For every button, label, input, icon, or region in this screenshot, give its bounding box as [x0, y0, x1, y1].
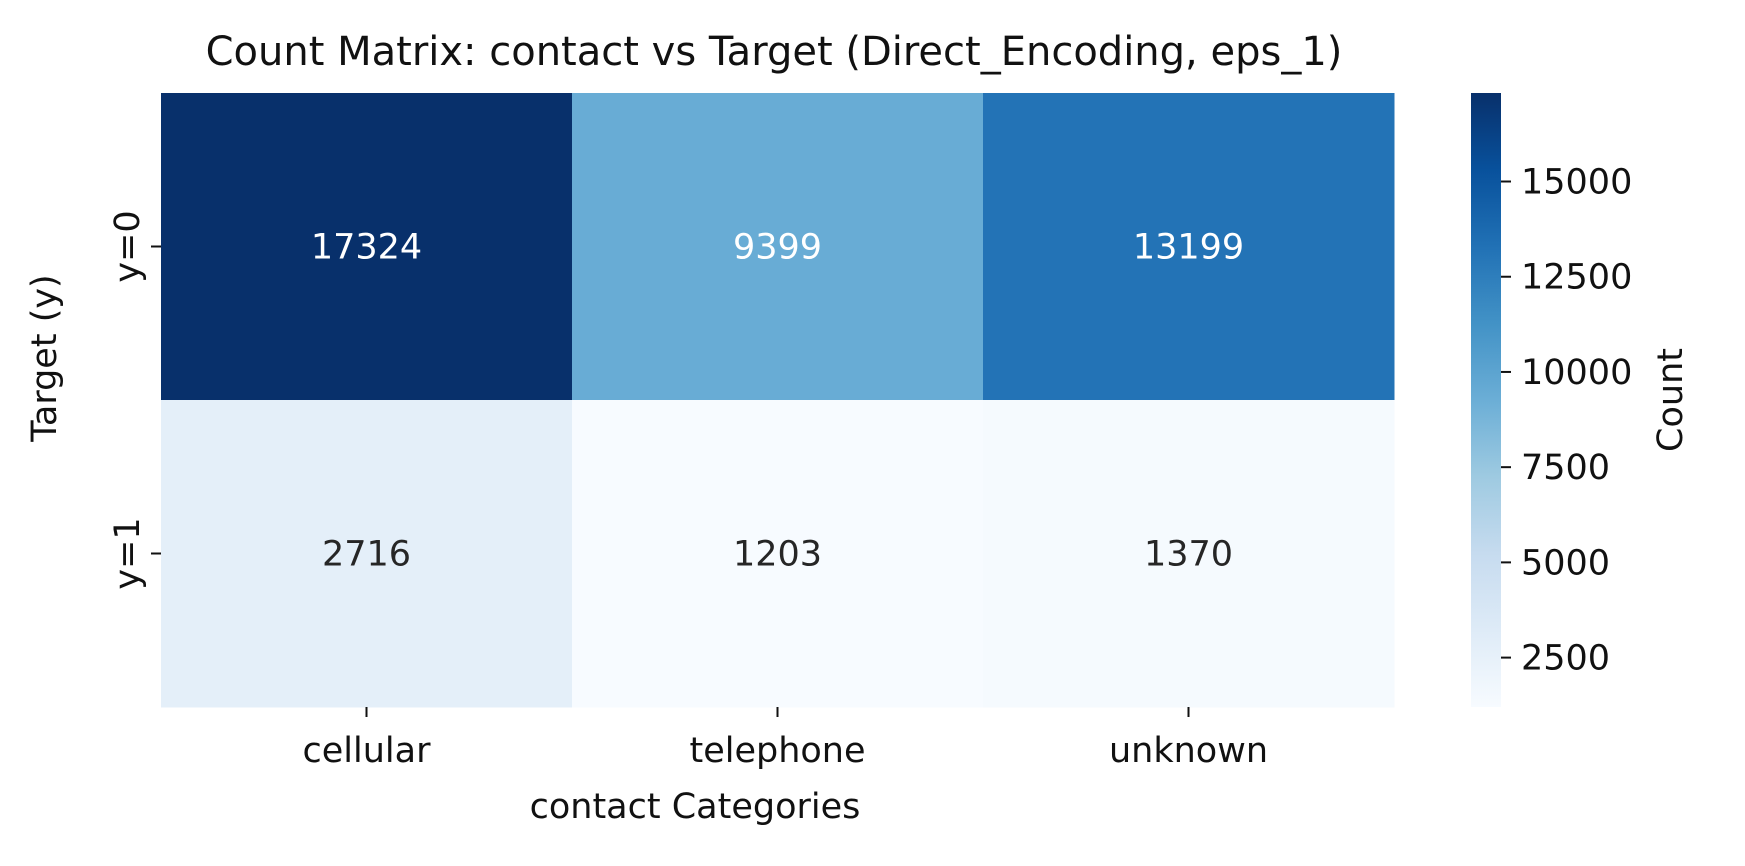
colorbar-label: Count [1651, 348, 1691, 452]
cell-value-label: 1370 [1144, 535, 1233, 575]
colorbar-tick-label: 15000 [1521, 163, 1632, 203]
colorbar-tick-label: 7500 [1521, 448, 1610, 488]
colorbar-ticks: 2500 5000 7500 10000 12500 15000 [1501, 163, 1632, 679]
y-axis-ticks: y=0 y=1 [108, 210, 161, 590]
x-axis-ticks: cellular telephone unknown [303, 707, 1268, 771]
cell-value-label: 1203 [733, 535, 822, 575]
x-axis-label: contact Categories [530, 787, 861, 827]
colorbar [1471, 93, 1501, 707]
y-tick-label: y=0 [108, 210, 148, 282]
colorbar-tick-label: 12500 [1521, 258, 1632, 298]
colorbar-tick-label: 5000 [1521, 543, 1610, 583]
colorbar-tick-label: 2500 [1521, 639, 1610, 679]
heatmap-cell [983, 93, 1395, 401]
heatmap-cells [161, 93, 1395, 708]
x-tick-label: telephone [689, 731, 865, 771]
heatmap-cell [572, 400, 984, 708]
cell-value-label: 2716 [322, 535, 411, 575]
heatmap-cell [161, 93, 573, 401]
x-tick-label: unknown [1109, 731, 1268, 771]
x-tick-label: cellular [303, 731, 432, 771]
colorbar-tick-label: 10000 [1521, 353, 1632, 393]
heatmap-cell-labels: 17324 9399 13199 2716 1203 1370 [311, 228, 1244, 575]
cell-value-label: 17324 [311, 228, 422, 268]
heatmap-cell [161, 400, 573, 708]
y-axis-label: Target (y) [25, 274, 65, 442]
heatmap-cell [983, 400, 1395, 708]
cell-value-label: 9399 [733, 228, 822, 268]
cell-value-label: 13199 [1133, 228, 1244, 268]
heatmap-cell [572, 93, 984, 401]
chart-title: Count Matrix: contact vs Target (Direct_… [206, 29, 1343, 75]
y-tick-label: y=1 [108, 517, 148, 589]
